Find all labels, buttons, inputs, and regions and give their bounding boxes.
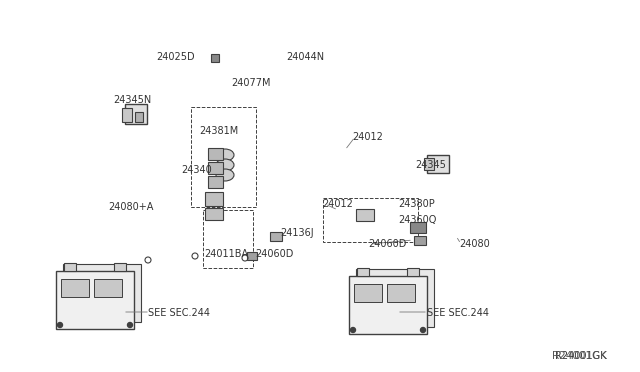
Bar: [135, 112, 143, 122]
Text: 24012: 24012: [322, 199, 353, 209]
Bar: [356, 209, 374, 221]
Text: SEE SEC.244: SEE SEC.244: [427, 308, 489, 318]
Bar: [357, 268, 369, 276]
Text: 24012: 24012: [352, 132, 383, 142]
Bar: [208, 176, 223, 188]
Text: 24360Q: 24360Q: [398, 215, 436, 225]
Bar: [407, 268, 419, 276]
Bar: [64, 263, 76, 271]
Circle shape: [58, 323, 63, 327]
Text: R24001GK: R24001GK: [556, 351, 607, 361]
Text: 24025D: 24025D: [156, 52, 195, 62]
Bar: [114, 263, 126, 271]
Text: 24340: 24340: [181, 165, 212, 175]
Text: 24381M: 24381M: [199, 126, 238, 136]
Text: 24011BA: 24011BA: [204, 249, 248, 259]
Text: 24136J: 24136J: [280, 228, 314, 238]
Bar: [61, 279, 89, 297]
Text: 24060D: 24060D: [368, 239, 406, 249]
Circle shape: [351, 327, 355, 333]
Text: 24060D: 24060D: [255, 249, 293, 259]
Text: 24380P: 24380P: [398, 199, 435, 209]
Ellipse shape: [216, 149, 234, 161]
Bar: [354, 284, 382, 302]
Bar: [349, 276, 427, 334]
Bar: [94, 279, 122, 297]
Bar: [205, 192, 223, 206]
Ellipse shape: [216, 169, 234, 181]
Bar: [208, 162, 223, 174]
Bar: [125, 104, 147, 124]
Circle shape: [127, 323, 132, 327]
Text: R24001GK: R24001GK: [552, 351, 607, 361]
Bar: [191, 107, 256, 207]
Text: 24077M: 24077M: [231, 78, 271, 88]
Bar: [410, 222, 426, 233]
Text: SEE SEC.244: SEE SEC.244: [148, 308, 210, 318]
Bar: [424, 158, 434, 170]
Bar: [203, 210, 253, 268]
Text: 24080+A: 24080+A: [108, 202, 154, 212]
Bar: [122, 108, 132, 122]
Circle shape: [420, 327, 426, 333]
Bar: [247, 252, 257, 260]
Bar: [270, 232, 282, 241]
Bar: [427, 155, 449, 173]
Bar: [323, 198, 418, 242]
Bar: [208, 148, 223, 160]
Bar: [387, 284, 415, 302]
Bar: [211, 54, 219, 62]
Text: 24345N: 24345N: [113, 95, 151, 105]
Ellipse shape: [216, 159, 234, 171]
Bar: [414, 236, 426, 245]
Text: 24044N: 24044N: [286, 52, 324, 62]
Bar: [56, 271, 134, 329]
Bar: [356, 269, 434, 327]
Bar: [205, 208, 223, 220]
Text: 24345: 24345: [415, 160, 446, 170]
Text: 24080: 24080: [459, 239, 490, 249]
Bar: [63, 264, 141, 322]
